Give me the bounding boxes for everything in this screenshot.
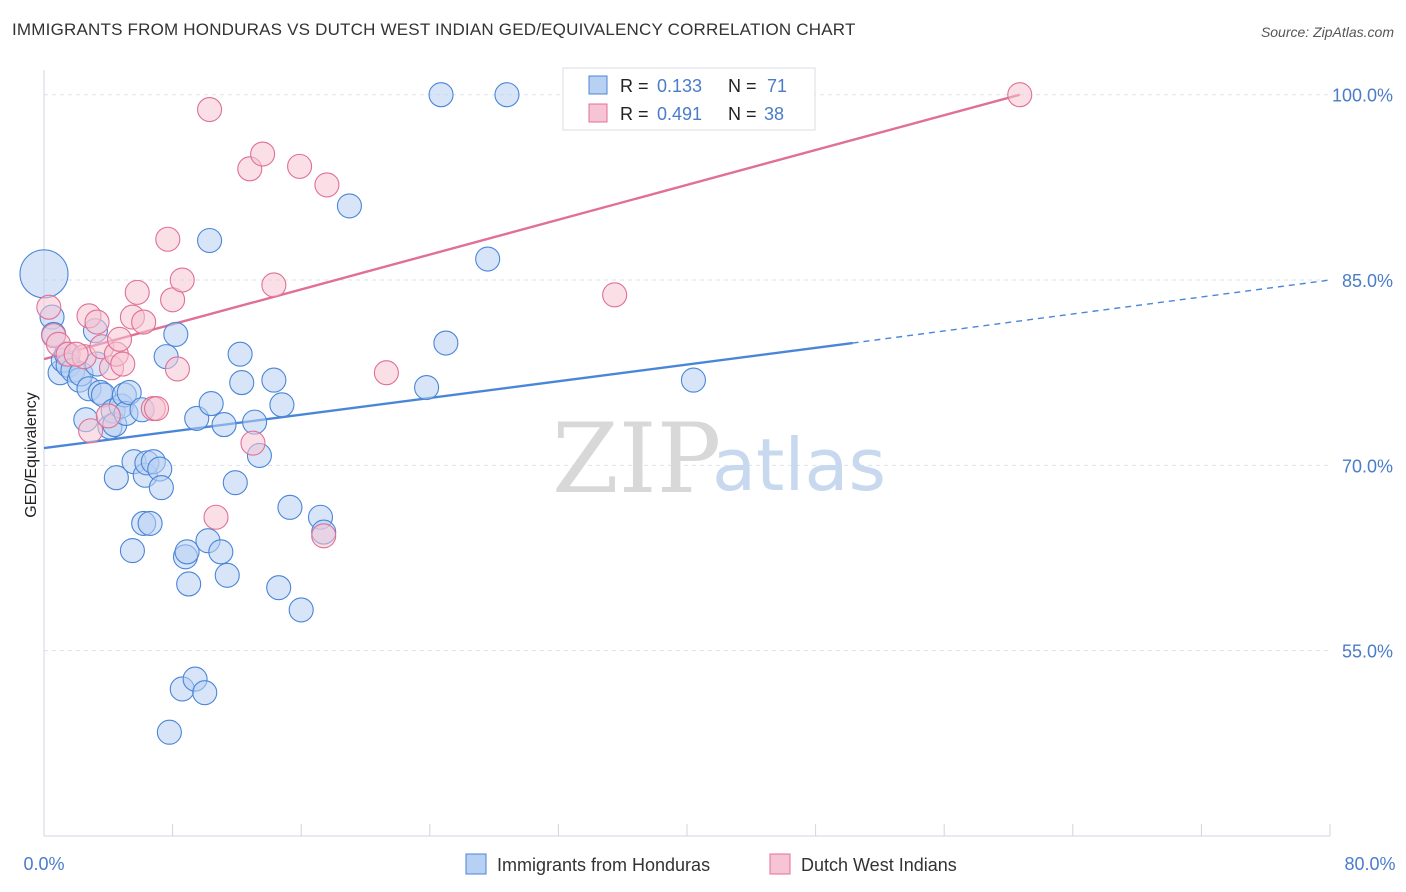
point-honduras <box>192 680 218 706</box>
point-honduras <box>156 719 182 745</box>
point-dutch-west-indians <box>107 326 133 352</box>
point-honduras <box>269 392 295 418</box>
watermark-zip: ZIP <box>552 403 721 515</box>
stats-legend-swatch-blue <box>588 75 608 95</box>
stats-legend-swatch-pink <box>588 103 608 123</box>
point-dutch-west-indians <box>84 309 110 335</box>
trend-lines <box>43 93 1331 450</box>
x-tick-label: 0.0% <box>23 854 64 874</box>
stats-r-label-pink: R = <box>620 104 649 124</box>
source-credit: Source: ZipAtlas.com <box>1260 24 1394 40</box>
point-honduras <box>266 575 292 601</box>
legend-swatch-honduras[interactable] <box>465 853 487 875</box>
point-dutch-west-indians <box>110 351 136 377</box>
point-honduras <box>428 82 454 108</box>
point-dutch-west-indians <box>63 341 89 367</box>
point-honduras <box>198 391 224 417</box>
stats-n-value-blue: 71 <box>767 76 787 96</box>
point-honduras <box>19 249 69 299</box>
point-dutch-west-indians <box>95 403 121 429</box>
point-dutch-west-indians <box>155 226 181 252</box>
point-honduras <box>242 409 268 435</box>
point-honduras <box>475 246 501 272</box>
point-honduras <box>116 379 142 406</box>
point-dutch-west-indians <box>131 309 157 335</box>
point-honduras <box>197 227 223 254</box>
point-honduras <box>261 367 287 393</box>
x-tick-label: 80.0% <box>1344 854 1395 874</box>
point-honduras <box>119 538 145 564</box>
y-tick-label: 100.0% <box>1332 86 1393 106</box>
stats-r-value-blue: 0.133 <box>657 76 702 96</box>
point-dutch-west-indians <box>169 267 195 293</box>
point-honduras <box>208 539 234 565</box>
series-legend: Immigrants from Honduras Dutch West Indi… <box>465 853 957 875</box>
y-tick-label: 70.0% <box>1342 456 1393 476</box>
point-honduras <box>494 82 520 108</box>
point-dutch-west-indians <box>261 272 287 298</box>
stats-n-label-blue: N = <box>728 76 757 96</box>
legend-label-honduras[interactable]: Immigrants from Honduras <box>497 855 710 875</box>
point-honduras <box>680 367 706 393</box>
point-honduras <box>277 494 303 520</box>
point-honduras <box>174 539 200 565</box>
stats-n-label-pink: N = <box>728 104 757 124</box>
point-dutch-west-indians <box>1007 82 1033 108</box>
point-dutch-west-indians <box>602 282 628 308</box>
point-honduras <box>137 510 163 536</box>
axes <box>43 70 1331 837</box>
data-points <box>19 82 1033 745</box>
point-dutch-west-indians <box>78 418 104 444</box>
stats-r-label-blue: R = <box>620 76 649 96</box>
stats-n-value-pink: 38 <box>764 104 784 124</box>
point-dutch-west-indians <box>311 523 337 549</box>
legend-swatch-dutch-west-indians[interactable] <box>769 853 791 875</box>
watermark-atlas: atlas <box>712 423 886 507</box>
point-honduras <box>148 475 174 501</box>
point-honduras <box>414 374 440 401</box>
chart-title: IMMIGRANTS FROM HONDURAS VS DUTCH WEST I… <box>12 20 856 39</box>
y-tick-label: 85.0% <box>1342 271 1393 291</box>
point-honduras <box>336 193 362 219</box>
stats-r-value-pink: 0.491 <box>657 104 702 124</box>
point-dutch-west-indians <box>250 141 276 167</box>
point-dutch-west-indians <box>314 172 340 198</box>
point-dutch-west-indians <box>240 430 266 456</box>
point-dutch-west-indians <box>36 294 62 320</box>
trend-line-honduras <box>43 341 853 450</box>
tick-labels: 55.0% 70.0% 85.0% 100.0% 0.0% 80.0% <box>23 86 1395 874</box>
point-dutch-west-indians <box>373 360 399 386</box>
point-dutch-west-indians <box>164 356 190 382</box>
trend-extension-honduras <box>852 279 1331 344</box>
legend-label-dutch-west-indians[interactable]: Dutch West Indians <box>801 855 957 875</box>
point-dutch-west-indians <box>143 395 170 422</box>
point-dutch-west-indians <box>203 504 229 530</box>
point-dutch-west-indians <box>124 279 150 305</box>
point-honduras <box>176 571 202 597</box>
point-honduras <box>222 470 248 496</box>
point-honduras <box>214 562 240 588</box>
point-dutch-west-indians <box>197 96 223 123</box>
point-honduras <box>229 370 255 396</box>
point-honduras <box>288 597 314 623</box>
point-honduras <box>227 341 253 367</box>
watermark: ZIP atlas <box>552 403 886 515</box>
trend-line-dutch-west-indians <box>43 93 1021 361</box>
y-tick-label: 55.0% <box>1342 642 1393 662</box>
point-honduras <box>103 465 129 491</box>
point-honduras <box>433 330 459 356</box>
y-axis-label: GED/Equivalency <box>23 392 40 517</box>
stats-legend: R = 0.133 N = 71 R = 0.491 N = 38 <box>562 67 816 131</box>
point-honduras <box>163 321 189 347</box>
point-honduras <box>211 412 237 438</box>
point-dutch-west-indians <box>287 153 313 179</box>
